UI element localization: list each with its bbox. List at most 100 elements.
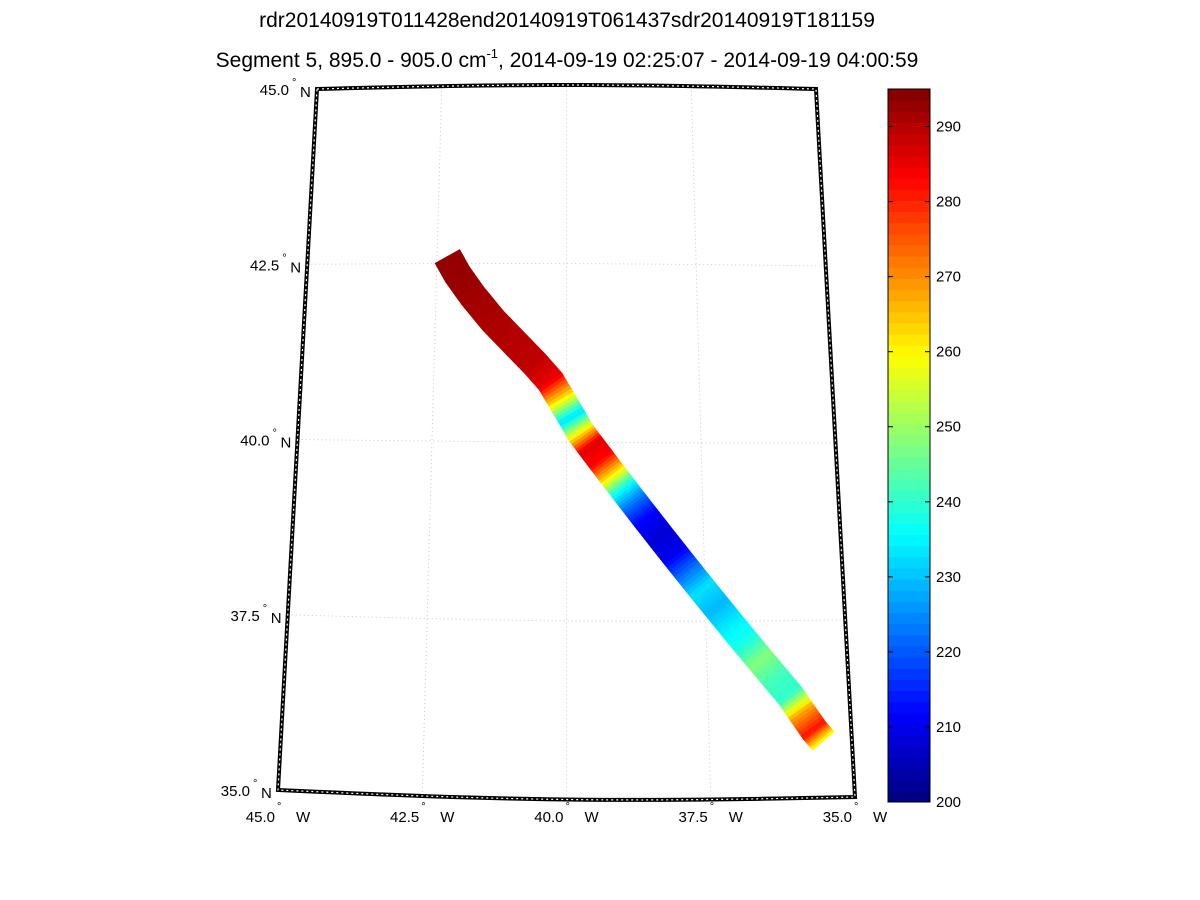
colorbar-band (888, 779, 930, 792)
colorbar-band (888, 200, 930, 213)
colorbar-outline (887, 88, 931, 803)
colorbar-band (888, 690, 930, 703)
lat-degree-symbol: ° (292, 77, 296, 89)
lon-tick-label: 40.0 (534, 809, 563, 826)
lat-tick-label: 45.0 (260, 82, 289, 99)
colorbar-band (888, 311, 930, 324)
colorbar-band (888, 668, 930, 680)
lat-degree-symbol: ° (253, 778, 257, 790)
lon-hemisphere-label: W (296, 809, 311, 826)
colorbar-band (888, 89, 930, 101)
colorbar-band (888, 534, 930, 547)
colorbar-band (888, 400, 930, 413)
lon-tick-label: 35.0 (823, 809, 852, 826)
colorbar-band (888, 545, 930, 558)
colorbar-band (888, 623, 930, 636)
colorbar-band (888, 122, 930, 135)
colorbar-band (888, 512, 930, 524)
colorbar-band (888, 155, 930, 168)
colorbar-band (888, 367, 930, 380)
colorbar-band (888, 423, 930, 435)
colorbar-band (888, 679, 930, 692)
colorbar-band (888, 501, 930, 513)
colorbar-band (888, 144, 930, 157)
map-boundary-pattern (277, 84, 856, 801)
lat-degree-symbol: ° (273, 428, 277, 440)
subtitle-superscript: -1 (486, 46, 499, 61)
lon-degree-symbol: ° (277, 801, 281, 813)
lat-hemisphere-label: N (300, 84, 311, 101)
colorbar-band (888, 334, 930, 346)
colorbar-band (888, 701, 930, 714)
colorbar-band (888, 133, 930, 146)
colorbar-band (888, 478, 930, 491)
subtitle-prefix: Segment 5, 895.0 - 905.0 cm (215, 49, 487, 72)
colorbar-tick-label: 280 (936, 194, 961, 211)
subtitle-suffix: , 2014-09-19 02:25:07 - 2014-09-19 04:00… (498, 49, 919, 72)
colorbar-band (888, 523, 930, 536)
colorbar-band (888, 378, 930, 391)
lat-degree-symbol: ° (263, 603, 267, 615)
map-grid (287, 85, 846, 800)
colorbar-band (888, 322, 930, 335)
colorbar-band (888, 579, 930, 591)
lat-tick-label: 42.5 (250, 257, 279, 274)
colorbar-band (888, 356, 930, 369)
colorbar-tick-label: 200 (936, 794, 961, 811)
colorbar-band (888, 278, 930, 291)
lon-hemisphere-label: W (440, 809, 455, 826)
lat-degree-symbol: ° (282, 252, 286, 264)
latitude-labels: 45.0 °N42.5 °N40.0 °N37.5 °N35.0 °N (221, 77, 311, 802)
lat-tick-label: 40.0 (240, 433, 269, 450)
colorbar: 200 210 220 230 240 250 260 270 280 290 (887, 88, 961, 811)
colorbar-band (888, 556, 930, 569)
colorbar-tick-label: 290 (936, 119, 961, 136)
chart-title: rdr20140919T011428end20140919T061437sdr2… (259, 9, 875, 32)
colorbar-tick-label: 210 (936, 719, 961, 736)
colorbar-tick-label: 240 (936, 494, 961, 511)
lon-grid-line (690, 86, 712, 800)
colorbar-band (888, 612, 930, 625)
colorbar-tick-label: 250 (936, 419, 961, 436)
lon-tick-label: 42.5 (390, 809, 419, 826)
satellite-swath (434, 249, 835, 751)
colorbar-band (888, 590, 930, 602)
colorbar-band (888, 211, 930, 224)
colorbar-band (888, 445, 930, 458)
lat-grid-line (297, 439, 836, 444)
lon-degree-symbol: ° (566, 801, 570, 813)
lon-grid-line (421, 86, 443, 797)
colorbar-band (888, 490, 930, 502)
colorbar-band (888, 412, 930, 424)
lon-degree-symbol: ° (421, 801, 425, 813)
lon-hemisphere-label: W (873, 809, 888, 826)
colorbar-band (888, 456, 930, 469)
colorbar-band (888, 389, 930, 402)
colorbar-band (888, 222, 930, 235)
colorbar-band (888, 634, 930, 647)
colorbar-tick-label: 220 (936, 644, 961, 661)
colorbar-band (888, 111, 930, 123)
lon-hemisphere-label: W (585, 809, 600, 826)
lat-grid-line (307, 263, 826, 267)
lat-tick-label: 37.5 (231, 608, 260, 625)
colorbar-band (888, 724, 930, 736)
colorbar-band (888, 746, 930, 758)
colorbar-band (888, 166, 930, 179)
lat-tick-label: 35.0 (221, 783, 250, 800)
lat-hemisphere-label: N (281, 435, 292, 452)
colorbar-band (888, 233, 930, 246)
colorbar-band (888, 757, 930, 770)
colorbar-band (888, 345, 930, 357)
colorbar-band (888, 300, 930, 313)
lat-hemisphere-label: N (290, 259, 301, 276)
lat-hemisphere-label: N (261, 785, 272, 802)
chart-subtitle: Segment 5, 895.0 - 905.0 cm-1, 2014-09-1… (0, 46, 1134, 73)
lon-hemisphere-label: W (729, 809, 744, 826)
colorbar-tick-label: 270 (936, 269, 961, 286)
lon-tick-label: 45.0 (246, 809, 275, 826)
colorbar-band (888, 735, 930, 747)
colorbar-band (888, 568, 930, 580)
lon-degree-symbol: ° (854, 801, 858, 813)
